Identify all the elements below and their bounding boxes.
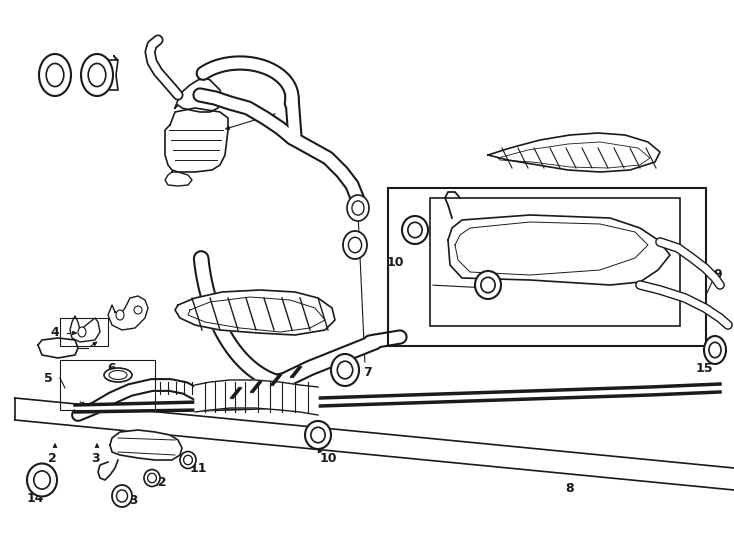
- Ellipse shape: [408, 222, 422, 238]
- Text: 14: 14: [26, 491, 44, 504]
- Bar: [60, 360, 155, 410]
- Ellipse shape: [343, 231, 367, 259]
- Text: 13: 13: [121, 494, 139, 507]
- Ellipse shape: [117, 490, 128, 502]
- Ellipse shape: [148, 474, 156, 483]
- Ellipse shape: [88, 63, 106, 86]
- Ellipse shape: [180, 451, 196, 469]
- Text: 8: 8: [566, 482, 574, 495]
- Polygon shape: [448, 215, 670, 285]
- Text: 5: 5: [43, 372, 52, 384]
- Text: 17: 17: [39, 341, 57, 354]
- Ellipse shape: [704, 336, 726, 364]
- Ellipse shape: [46, 63, 64, 86]
- Text: 18: 18: [559, 136, 577, 148]
- Text: 7: 7: [363, 366, 372, 379]
- Polygon shape: [175, 290, 335, 335]
- Ellipse shape: [184, 455, 192, 465]
- Ellipse shape: [81, 54, 113, 96]
- Polygon shape: [165, 172, 192, 186]
- Ellipse shape: [331, 354, 359, 386]
- Polygon shape: [165, 108, 228, 172]
- Polygon shape: [38, 338, 78, 358]
- Ellipse shape: [349, 237, 362, 253]
- Bar: [60, 318, 108, 346]
- Ellipse shape: [34, 471, 50, 489]
- Text: 4: 4: [51, 327, 59, 340]
- Ellipse shape: [144, 469, 160, 487]
- Ellipse shape: [338, 361, 353, 379]
- Text: 3: 3: [91, 451, 99, 464]
- Text: 2: 2: [48, 451, 57, 464]
- Polygon shape: [15, 398, 734, 490]
- Ellipse shape: [109, 370, 127, 380]
- Ellipse shape: [475, 271, 501, 299]
- Bar: [388, 188, 706, 346]
- Text: 1: 1: [287, 106, 296, 119]
- Ellipse shape: [116, 310, 124, 320]
- Ellipse shape: [709, 342, 721, 357]
- Ellipse shape: [112, 485, 132, 507]
- Polygon shape: [110, 430, 182, 460]
- Polygon shape: [70, 316, 100, 342]
- Polygon shape: [195, 380, 318, 415]
- Ellipse shape: [311, 427, 325, 443]
- Text: 10: 10: [386, 256, 404, 269]
- Ellipse shape: [27, 463, 57, 496]
- Ellipse shape: [104, 368, 132, 382]
- Polygon shape: [455, 222, 648, 275]
- Polygon shape: [108, 296, 148, 330]
- Ellipse shape: [39, 54, 71, 96]
- Text: 12: 12: [149, 476, 167, 489]
- Polygon shape: [175, 78, 222, 112]
- Ellipse shape: [352, 201, 364, 215]
- Ellipse shape: [347, 195, 369, 221]
- Text: 10: 10: [319, 451, 337, 464]
- Ellipse shape: [481, 278, 495, 293]
- Text: 16: 16: [219, 301, 236, 314]
- Text: 6: 6: [108, 361, 116, 375]
- Polygon shape: [488, 133, 660, 172]
- Ellipse shape: [402, 216, 428, 244]
- Ellipse shape: [305, 421, 331, 449]
- Text: 15: 15: [695, 361, 713, 375]
- Text: 9: 9: [713, 268, 722, 281]
- Ellipse shape: [78, 327, 86, 337]
- Text: 11: 11: [189, 462, 207, 475]
- Ellipse shape: [134, 306, 142, 314]
- Bar: [430, 198, 680, 326]
